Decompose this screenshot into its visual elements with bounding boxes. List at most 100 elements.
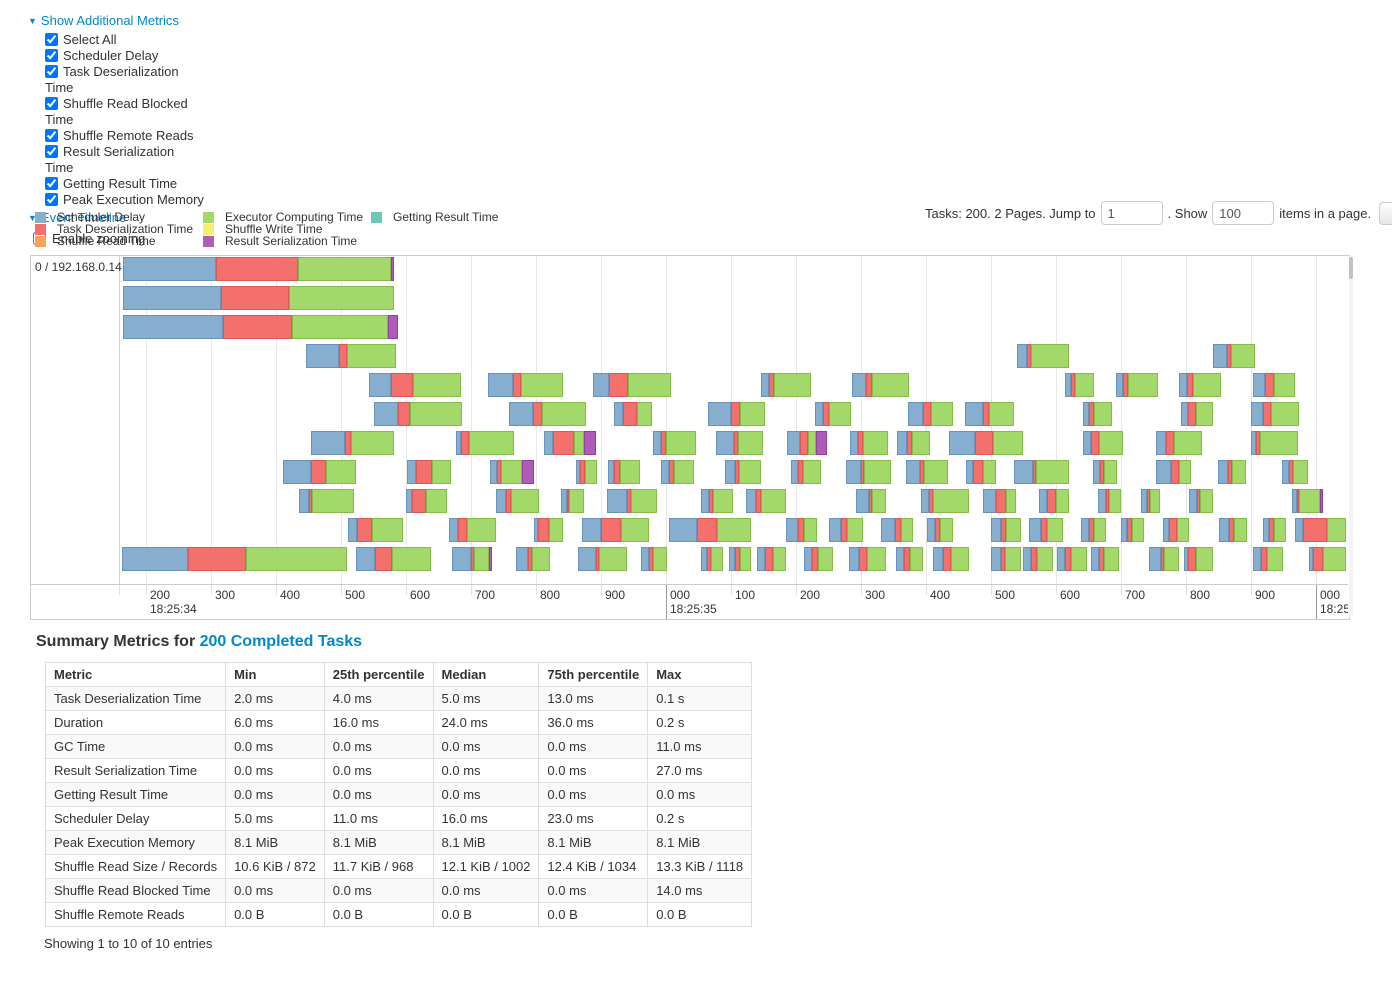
task-bar[interactable]: [897, 431, 930, 455]
task-bar[interactable]: [1253, 373, 1295, 397]
task-bar[interactable]: [852, 373, 909, 397]
task-bar[interactable]: [1141, 489, 1160, 513]
task-bar[interactable]: [1121, 518, 1144, 542]
task-bar[interactable]: [966, 460, 996, 484]
task-bar[interactable]: [123, 257, 394, 281]
task-bar[interactable]: [452, 547, 492, 571]
task-bar[interactable]: [850, 431, 888, 455]
task-bar[interactable]: [1057, 547, 1087, 571]
task-bar[interactable]: [1091, 547, 1119, 571]
task-bar[interactable]: [804, 547, 833, 571]
task-bar[interactable]: [1179, 373, 1221, 397]
task-bar[interactable]: [1156, 431, 1202, 455]
task-bar[interactable]: [311, 431, 394, 455]
task-bar[interactable]: [456, 431, 514, 455]
task-bar[interactable]: [516, 547, 550, 571]
task-bar[interactable]: [1282, 460, 1308, 484]
items-per-page-input[interactable]: [1212, 201, 1275, 225]
task-bar[interactable]: [849, 547, 886, 571]
metric-checkbox[interactable]: [45, 65, 58, 78]
task-bar[interactable]: [1253, 547, 1283, 571]
task-bar[interactable]: [786, 518, 817, 542]
task-bar[interactable]: [725, 460, 761, 484]
task-bar[interactable]: [856, 489, 886, 513]
task-bar[interactable]: [669, 518, 751, 542]
task-bar[interactable]: [1213, 344, 1255, 368]
task-bar[interactable]: [661, 460, 694, 484]
task-bar[interactable]: [1039, 489, 1069, 513]
task-bar[interactable]: [1219, 518, 1247, 542]
task-bar[interactable]: [927, 518, 953, 542]
task-bar[interactable]: [708, 402, 765, 426]
task-bar[interactable]: [846, 460, 891, 484]
task-bar[interactable]: [1023, 547, 1053, 571]
task-bar[interactable]: [1083, 431, 1123, 455]
metric-checkbox[interactable]: [45, 33, 58, 46]
task-bar[interactable]: [1029, 518, 1063, 542]
task-bar[interactable]: [407, 460, 451, 484]
task-bar[interactable]: [578, 547, 627, 571]
task-bar[interactable]: [1081, 518, 1106, 542]
task-bar[interactable]: [1017, 344, 1069, 368]
task-bar[interactable]: [908, 402, 953, 426]
task-bar[interactable]: [488, 373, 563, 397]
task-bar[interactable]: [1309, 547, 1346, 571]
metric-checkbox[interactable]: [45, 49, 58, 62]
task-bar[interactable]: [1156, 460, 1191, 484]
task-bar[interactable]: [1263, 518, 1286, 542]
task-bar[interactable]: [1251, 402, 1299, 426]
go-button[interactable]: Go: [1379, 201, 1392, 225]
task-bar[interactable]: [729, 547, 751, 571]
task-bar[interactable]: [406, 489, 447, 513]
task-bar[interactable]: [701, 489, 733, 513]
task-bar[interactable]: [374, 402, 462, 426]
task-bar[interactable]: [576, 460, 597, 484]
task-bar[interactable]: [608, 460, 640, 484]
task-bar[interactable]: [449, 518, 496, 542]
task-bar[interactable]: [983, 489, 1016, 513]
timeline-scrollbar-thumb[interactable]: [1349, 257, 1353, 279]
task-bar[interactable]: [123, 286, 394, 310]
task-bar[interactable]: [701, 547, 723, 571]
task-bar[interactable]: [582, 518, 649, 542]
task-bar[interactable]: [1149, 547, 1179, 571]
task-bar[interactable]: [283, 460, 356, 484]
task-bar[interactable]: [509, 402, 586, 426]
task-bar[interactable]: [1295, 518, 1346, 542]
metric-checkbox[interactable]: [45, 177, 58, 190]
task-bar[interactable]: [1098, 489, 1121, 513]
task-bar[interactable]: [991, 518, 1021, 542]
task-bar[interactable]: [815, 402, 851, 426]
task-bar[interactable]: [1181, 402, 1213, 426]
task-bar[interactable]: [991, 547, 1021, 571]
task-bar[interactable]: [299, 489, 354, 513]
task-bar[interactable]: [881, 518, 913, 542]
timeline-scrollbar[interactable]: [1349, 256, 1353, 617]
task-bar[interactable]: [933, 547, 969, 571]
task-bar[interactable]: [490, 460, 534, 484]
task-bar[interactable]: [1189, 489, 1213, 513]
task-bar[interactable]: [1083, 402, 1112, 426]
task-bar[interactable]: [906, 460, 948, 484]
task-bar[interactable]: [761, 373, 811, 397]
task-bar[interactable]: [791, 460, 821, 484]
task-bar[interactable]: [306, 344, 396, 368]
task-bar[interactable]: [369, 373, 461, 397]
task-bar[interactable]: [356, 547, 431, 571]
task-bar[interactable]: [607, 489, 657, 513]
task-bar[interactable]: [614, 402, 652, 426]
task-bar[interactable]: [746, 489, 786, 513]
metric-checkbox[interactable]: [45, 193, 58, 206]
metric-checkbox[interactable]: [45, 145, 58, 158]
task-bar[interactable]: [561, 489, 584, 513]
task-bar[interactable]: [544, 431, 596, 455]
task-bar[interactable]: [122, 547, 347, 571]
task-bar[interactable]: [1251, 431, 1298, 455]
task-bar[interactable]: [123, 315, 398, 339]
completed-tasks-link[interactable]: 200 Completed Tasks: [199, 633, 363, 650]
task-bar[interactable]: [1292, 489, 1323, 513]
task-bar[interactable]: [641, 547, 667, 571]
task-bar[interactable]: [593, 373, 671, 397]
task-bar[interactable]: [787, 431, 827, 455]
task-bar[interactable]: [829, 518, 863, 542]
